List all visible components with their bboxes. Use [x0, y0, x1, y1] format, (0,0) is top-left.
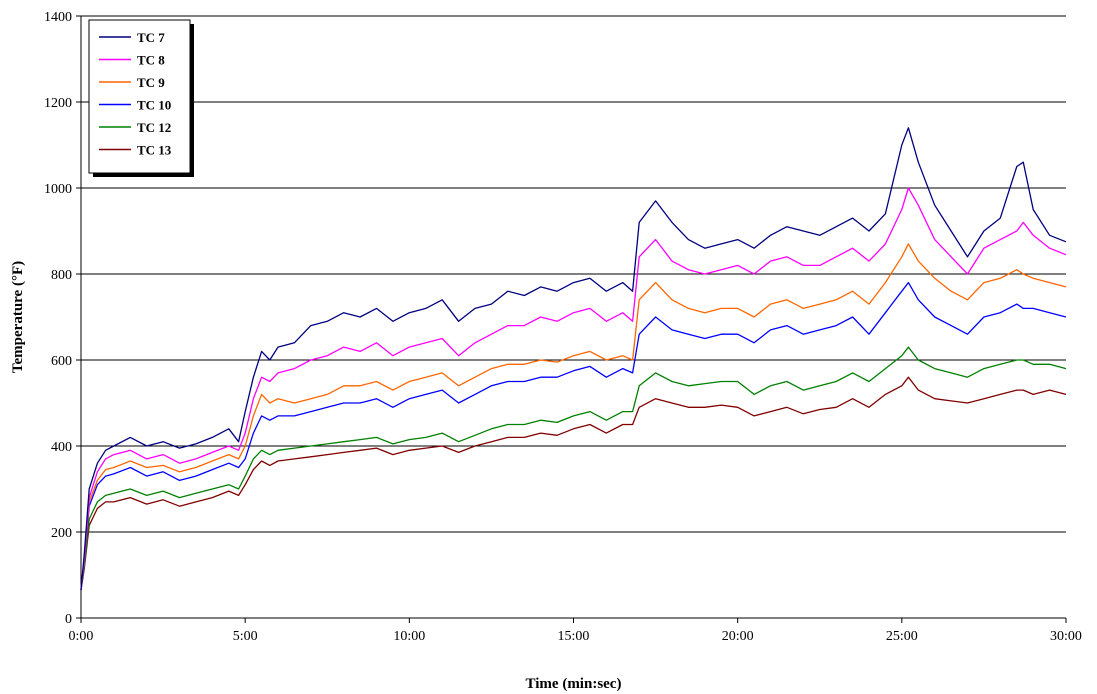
x-axis-title: Time (min:sec) — [526, 676, 622, 692]
legend-label-tc-8: TC 8 — [137, 53, 165, 68]
x-tick-label: 0:00 — [69, 629, 94, 644]
y-axis-ticks: 0 200 400 600 800 1000 1200 1400 — [44, 10, 81, 627]
legend-box — [88, 19, 191, 174]
legend-label-tc-13: TC 13 — [137, 143, 172, 158]
series-line-tc-12 — [80, 346, 1067, 591]
series-lines — [80, 127, 1067, 591]
x-tick-label: 15:00 — [558, 629, 590, 644]
series-line-tc-9 — [80, 243, 1067, 591]
y-tick-label: 200 — [51, 526, 72, 541]
x-tick-label: 25:00 — [886, 629, 918, 644]
x-axis-ticks: 0:00 5:00 10:00 15:00 20:00 25:00 30:00 — [69, 618, 1082, 644]
x-tick-label: 20:00 — [722, 629, 754, 644]
y-tick-label: 0 — [65, 612, 72, 627]
legend: TC 7 TC 8 TC 9 TC 10 TC 12 TC 13 — [88, 19, 194, 177]
y-tick-label: 800 — [51, 268, 72, 283]
y-axis-title: Temperature (°F) — [10, 261, 26, 373]
series-line-tc-8 — [80, 187, 1067, 591]
plot-area — [80, 16, 1066, 619]
legend-label-tc-10: TC 10 — [137, 98, 171, 113]
series-line-tc-10 — [80, 281, 1067, 591]
x-tick-label: 5:00 — [233, 629, 258, 644]
legend-label-tc-9: TC 9 — [137, 75, 165, 90]
y-tick-label: 1400 — [44, 10, 72, 25]
y-tick-label: 1200 — [44, 96, 72, 111]
legend-label-tc-12: TC 12 — [137, 120, 171, 135]
y-tick-label: 600 — [51, 354, 72, 369]
legend-label-tc-7: TC 7 — [137, 30, 165, 45]
x-tick-label: 10:00 — [393, 629, 425, 644]
series-line-tc-7 — [80, 127, 1067, 591]
y-tick-label: 400 — [51, 440, 72, 455]
series-line-tc-13 — [80, 376, 1067, 591]
x-tick-label: 30:00 — [1050, 629, 1082, 644]
y-tick-label: 1000 — [44, 182, 72, 197]
